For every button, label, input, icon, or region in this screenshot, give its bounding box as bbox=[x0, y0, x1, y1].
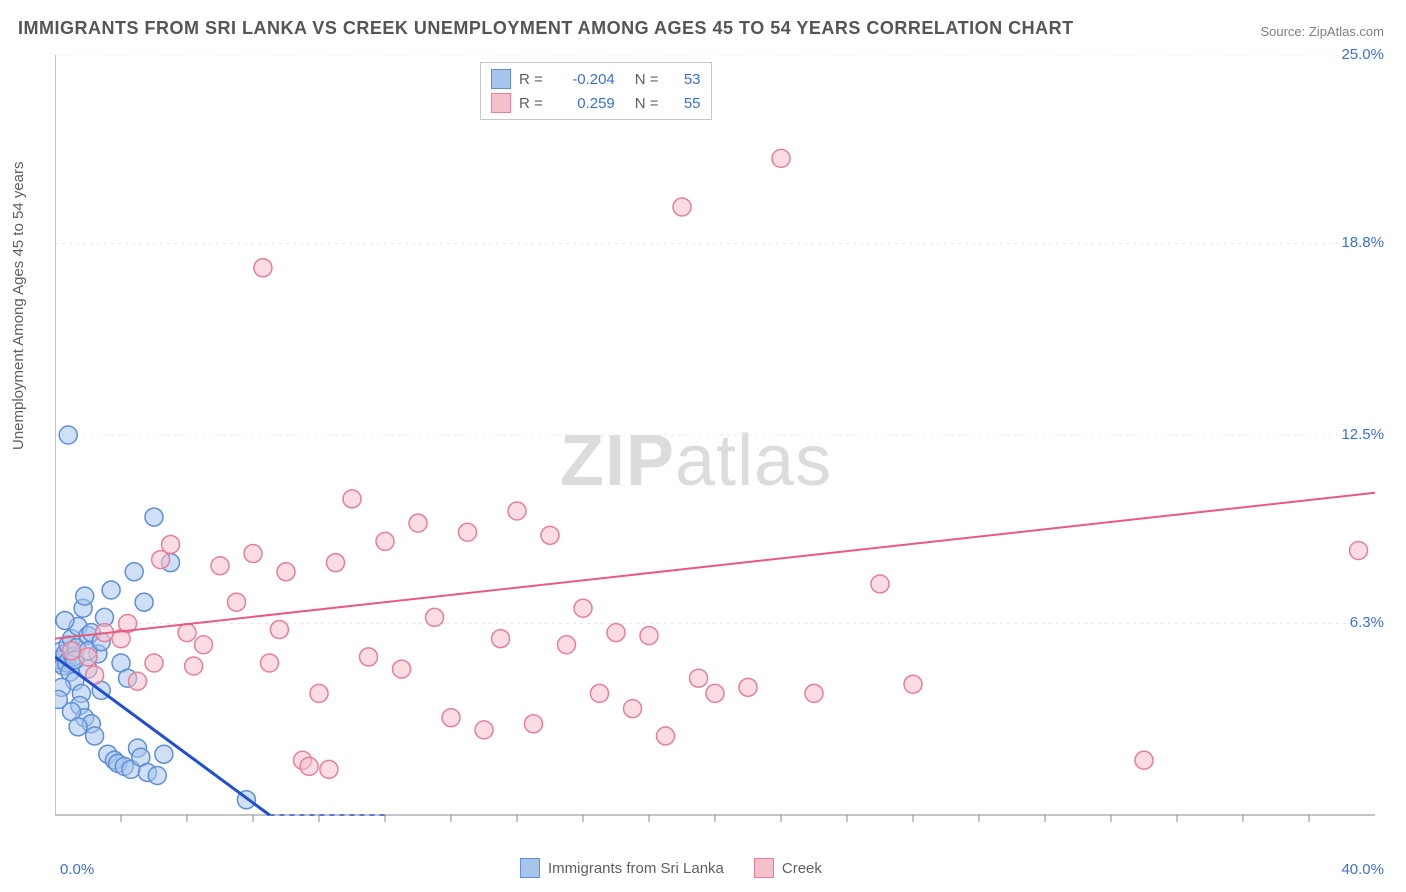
series-legend-item: Creek bbox=[754, 858, 822, 878]
legend-swatch bbox=[491, 69, 511, 89]
legend-swatch bbox=[754, 858, 774, 878]
series-legend: Immigrants from Sri Lanka Creek bbox=[520, 858, 822, 878]
legend-n-label: N = bbox=[635, 95, 659, 112]
y-tick-label: 12.5% bbox=[1341, 426, 1384, 443]
source-attribution: Source: ZipAtlas.com bbox=[1260, 24, 1384, 39]
legend-n-label: N = bbox=[635, 71, 659, 88]
scatter-chart bbox=[55, 55, 1385, 845]
source-prefix: Source: bbox=[1260, 24, 1308, 39]
legend-n-value: 55 bbox=[667, 95, 701, 112]
legend-n-value: 53 bbox=[667, 71, 701, 88]
legend-r-value: -0.204 bbox=[551, 71, 615, 88]
legend-r-label: R = bbox=[519, 95, 543, 112]
x-axis-max: 40.0% bbox=[1341, 861, 1384, 878]
correlation-legend: R = -0.204 N = 53 R = 0.259 N = 55 bbox=[480, 62, 712, 120]
legend-row: R = -0.204 N = 53 bbox=[491, 67, 701, 91]
legend-r-value: 0.259 bbox=[551, 95, 615, 112]
y-tick-label: 6.3% bbox=[1350, 614, 1384, 631]
legend-row: R = 0.259 N = 55 bbox=[491, 91, 701, 115]
series-legend-label: Creek bbox=[782, 860, 822, 877]
series-legend-item: Immigrants from Sri Lanka bbox=[520, 858, 724, 878]
source-link[interactable]: ZipAtlas.com bbox=[1309, 24, 1384, 39]
legend-r-label: R = bbox=[519, 71, 543, 88]
series-legend-label: Immigrants from Sri Lanka bbox=[548, 860, 724, 877]
legend-swatch bbox=[520, 858, 540, 878]
chart-title: IMMIGRANTS FROM SRI LANKA VS CREEK UNEMP… bbox=[18, 18, 1074, 39]
x-axis-min: 0.0% bbox=[60, 861, 94, 878]
legend-swatch bbox=[491, 93, 511, 113]
y-tick-label: 18.8% bbox=[1341, 234, 1384, 251]
y-axis-label: Unemployment Among Ages 45 to 54 years bbox=[10, 161, 27, 450]
y-tick-label: 25.0% bbox=[1341, 46, 1384, 63]
